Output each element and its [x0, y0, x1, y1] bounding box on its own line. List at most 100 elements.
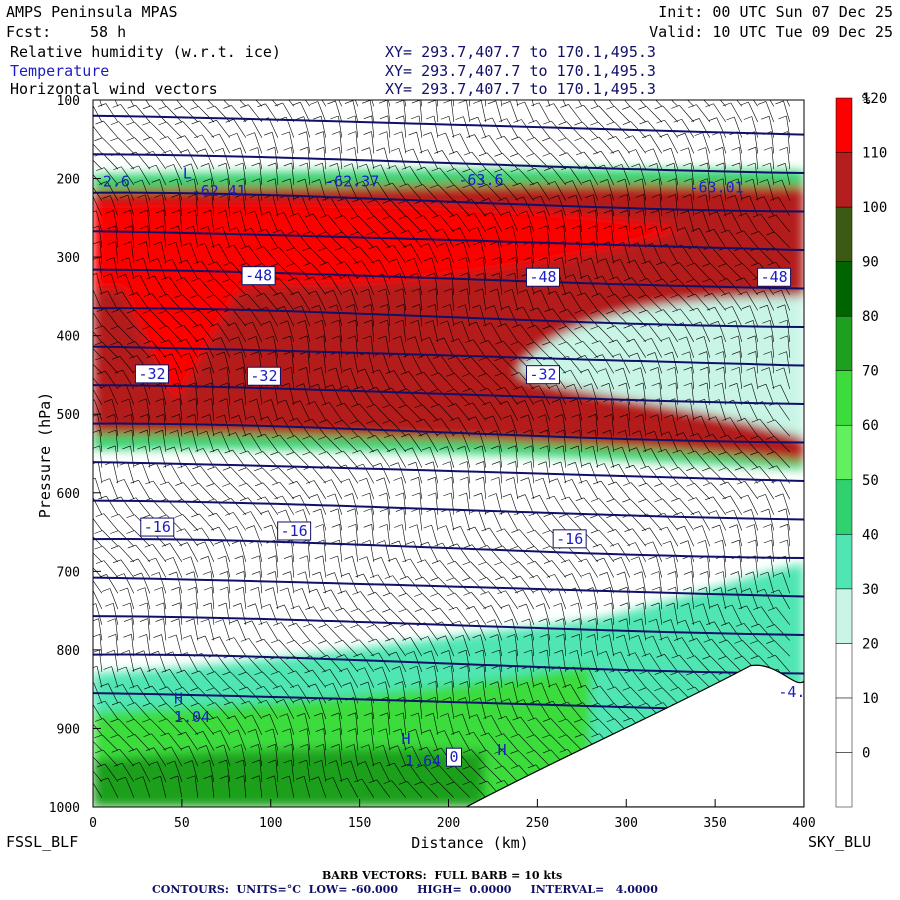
wind-barb-flag [644, 541, 654, 546]
wind-barb-flag [206, 294, 215, 299]
wind-barb-shaft [630, 514, 647, 531]
wind-barb-shaft [528, 477, 535, 500]
wind-barb-flag [545, 103, 554, 107]
wind-barb-flag [755, 290, 765, 295]
wind-barb-shaft [93, 363, 103, 374]
wind-barb-shaft [678, 279, 695, 296]
wind-barb-shaft [294, 435, 311, 453]
wind-barb-flag [345, 744, 355, 748]
wind-barb-flag [571, 414, 580, 418]
wind-barb-flag [79, 168, 87, 171]
wind-barb-flag [766, 640, 775, 644]
wind-barb-shaft [717, 604, 727, 625]
wind-barb-flag [450, 731, 460, 735]
wind-barb-flag [315, 146, 324, 151]
wind-barb-flag [568, 257, 577, 261]
wind-barb-flag [192, 465, 201, 470]
wind-barb-flag [457, 304, 466, 309]
wind-barb-flag [725, 509, 734, 514]
wind-barb-flag [582, 179, 591, 184]
wind-barb-flag [530, 700, 539, 704]
wind-barb-shaft [402, 288, 407, 311]
wind-barb-flag [298, 131, 307, 135]
wind-barb-flag [459, 461, 468, 465]
wind-barb-shaft [131, 225, 135, 248]
wind-barb-shaft [386, 492, 391, 515]
wind-barb-flag [696, 336, 705, 340]
wind-barb-shaft [417, 320, 423, 343]
wind-barb-flag [708, 510, 717, 514]
wind-barb-flag [497, 715, 507, 720]
wind-barb-shaft [202, 731, 215, 751]
wind-barb-flag [137, 194, 146, 199]
wind-barb-flag [409, 665, 418, 670]
wind-barb-flag [243, 227, 252, 232]
wind-barb-shaft [209, 760, 215, 782]
wind-barb-shaft [391, 387, 407, 405]
x-tick-label: 200 [437, 816, 460, 831]
wind-barb-flag [131, 762, 140, 766]
wind-barb-flag [522, 461, 532, 465]
wind-barb-flag [617, 430, 626, 434]
wind-barb-flag [116, 180, 125, 184]
wind-barb-shaft [259, 162, 263, 185]
wind-barb-shaft [359, 403, 375, 421]
wind-barb-shaft [434, 665, 439, 688]
wind-barb-flag [512, 182, 521, 187]
wind-barb-flag [670, 278, 679, 283]
wind-barb-flag [256, 496, 266, 501]
wind-barb-flag [735, 623, 745, 627]
wind-barb-shaft [142, 776, 151, 798]
wind-barb-flag [471, 304, 480, 309]
wind-barb-shaft [315, 290, 327, 311]
wind-barb-shaft [662, 294, 679, 311]
wind-barb-flag [730, 335, 739, 340]
wind-barb-shaft [722, 147, 727, 170]
wind-barb-flag [79, 561, 87, 564]
wind-barb-flag [175, 324, 184, 329]
wind-barb-shaft [474, 213, 487, 233]
wind-barb-flag [387, 165, 396, 169]
wind-barb-flag [127, 702, 136, 706]
wind-barb-flag [448, 606, 457, 611]
contour-label: -48 [245, 267, 272, 285]
wind-barb-flag [459, 288, 468, 292]
wind-barb-flag [154, 194, 163, 198]
wind-barb-shaft [329, 276, 343, 295]
wind-barb-shaft [264, 496, 279, 515]
wind-barb-shaft [222, 148, 231, 170]
wind-barb-shaft [310, 451, 327, 468]
wind-barb-shaft [658, 571, 663, 594]
wind-barb-flag [95, 513, 104, 517]
wind-barb-shaft [491, 715, 503, 735]
wind-barb-flag [587, 225, 596, 230]
wind-barb-flag [171, 414, 180, 418]
x-tick-label: 300 [615, 816, 638, 831]
wind-barb-flag [774, 493, 784, 498]
wind-barb-shaft [726, 451, 743, 468]
wind-barb-shaft [179, 210, 183, 232]
wind-barb-flag [379, 524, 388, 528]
wind-barb-shaft [118, 734, 135, 751]
wind-barb-shaft [723, 351, 727, 374]
wind-barb-shaft [353, 304, 359, 327]
wind-barb-flag [616, 634, 625, 639]
wind-barb-flag [427, 696, 436, 701]
wind-barb-shaft [422, 200, 439, 217]
wind-barb-shaft [251, 620, 263, 641]
wind-barb-flag [80, 718, 88, 721]
wind-barb-flag [184, 760, 193, 764]
x-tick-label: 50 [174, 816, 190, 831]
wind-barb-flag [558, 137, 567, 142]
wind-barb-flag [416, 166, 425, 171]
wind-barb-shaft [486, 184, 503, 201]
wind-barb-shaft [591, 257, 599, 280]
wind-barb-shaft [104, 763, 119, 783]
wind-barb-flag [219, 571, 228, 575]
wind-barb-flag [435, 337, 445, 342]
wind-barb-flag [329, 508, 339, 513]
wind-barb-shaft [678, 294, 695, 311]
wind-barb-flag [153, 634, 162, 638]
wind-barb-shaft [508, 306, 519, 327]
wind-barb-flag [497, 197, 507, 202]
